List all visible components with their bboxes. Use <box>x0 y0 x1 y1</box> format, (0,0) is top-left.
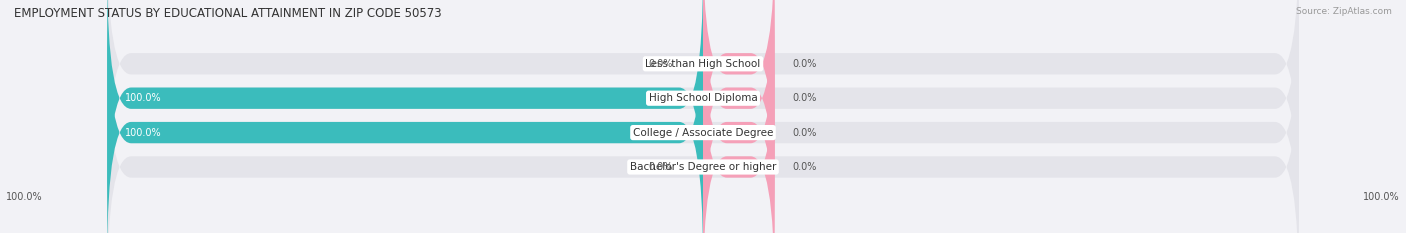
FancyBboxPatch shape <box>107 6 703 233</box>
Text: 0.0%: 0.0% <box>793 128 817 138</box>
FancyBboxPatch shape <box>107 0 1299 225</box>
Text: 0.0%: 0.0% <box>793 59 817 69</box>
FancyBboxPatch shape <box>703 40 775 233</box>
Text: 100.0%: 100.0% <box>1364 192 1400 202</box>
Text: 100.0%: 100.0% <box>125 93 162 103</box>
FancyBboxPatch shape <box>703 6 775 233</box>
FancyBboxPatch shape <box>107 0 703 225</box>
FancyBboxPatch shape <box>107 0 1299 191</box>
Text: 100.0%: 100.0% <box>125 128 162 138</box>
Text: 0.0%: 0.0% <box>648 59 673 69</box>
Text: 100.0%: 100.0% <box>6 192 42 202</box>
Text: 0.0%: 0.0% <box>648 162 673 172</box>
Text: Bachelor's Degree or higher: Bachelor's Degree or higher <box>630 162 776 172</box>
Text: Less than High School: Less than High School <box>645 59 761 69</box>
Text: 0.0%: 0.0% <box>793 93 817 103</box>
Text: High School Diploma: High School Diploma <box>648 93 758 103</box>
Text: College / Associate Degree: College / Associate Degree <box>633 128 773 138</box>
Text: Source: ZipAtlas.com: Source: ZipAtlas.com <box>1296 7 1392 16</box>
FancyBboxPatch shape <box>703 0 775 225</box>
FancyBboxPatch shape <box>107 40 1299 233</box>
Text: 0.0%: 0.0% <box>793 162 817 172</box>
FancyBboxPatch shape <box>107 6 1299 233</box>
FancyBboxPatch shape <box>703 0 775 191</box>
Text: EMPLOYMENT STATUS BY EDUCATIONAL ATTAINMENT IN ZIP CODE 50573: EMPLOYMENT STATUS BY EDUCATIONAL ATTAINM… <box>14 7 441 20</box>
